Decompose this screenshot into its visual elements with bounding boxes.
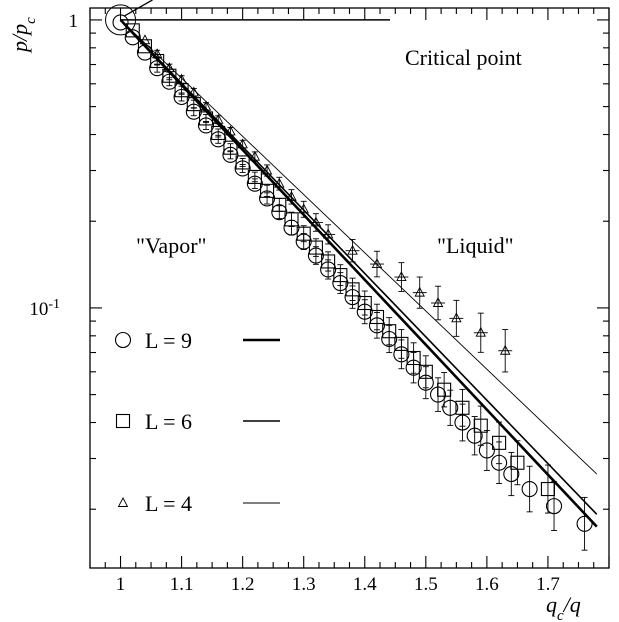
data-point (308, 240, 323, 255)
data-point (455, 400, 470, 415)
legend: L = 9 L = 6 L = 4 (114, 328, 280, 516)
data-point (247, 169, 262, 184)
data-point (137, 39, 153, 54)
data-point (406, 350, 421, 366)
data-point (186, 97, 201, 112)
data-point (237, 138, 248, 149)
data-point (545, 498, 563, 515)
fit-line (119, 19, 598, 515)
x-tick-label: 1 (116, 574, 126, 595)
legend-label: L = 6 (145, 409, 192, 434)
data-point (492, 435, 507, 450)
critical-point-tick (124, 0, 153, 17)
data-point (396, 271, 407, 281)
data-point (212, 113, 224, 124)
data-point (478, 442, 495, 459)
vapor-label: "Vapor" (136, 233, 207, 258)
x-tick-label: 1.2 (231, 574, 255, 595)
data-point (188, 86, 200, 97)
critical-point-label: Critical point (405, 45, 522, 70)
data-point (112, 14, 129, 31)
x-tick-label: 1.5 (414, 574, 438, 595)
data-point (576, 515, 593, 532)
x-tick-label: 1.7 (536, 574, 560, 595)
x-tick-label: 1.4 (353, 574, 377, 595)
data-point (521, 480, 538, 498)
data-point (235, 155, 250, 170)
data-point (198, 111, 214, 126)
data-point (382, 324, 397, 339)
data-point (310, 216, 322, 227)
data-point (274, 177, 285, 188)
data-point (499, 344, 511, 355)
x-axis-label: qc/q (546, 592, 581, 622)
data-point (418, 364, 433, 379)
data-point (284, 212, 299, 227)
legend-label: L = 9 (145, 328, 192, 353)
data-point (369, 309, 385, 325)
data-point (432, 297, 444, 307)
data-point (200, 100, 212, 111)
liquid-label: "Liquid" (437, 233, 514, 258)
data-point (261, 164, 273, 175)
data-point (136, 44, 154, 61)
legend-marker (114, 331, 132, 349)
data-point (286, 190, 297, 201)
y-tick-label: 1 (69, 11, 79, 32)
data-point (475, 326, 487, 337)
fit-line (120, 19, 598, 475)
plot-frame (89, 7, 610, 569)
data-point (437, 382, 452, 397)
legend-label: L = 4 (145, 491, 192, 516)
data-point (225, 125, 236, 136)
x-tick-label: 1.3 (292, 574, 316, 595)
data-point (414, 286, 425, 297)
data-point (249, 150, 261, 161)
data-point (394, 336, 409, 351)
data-point (345, 282, 360, 297)
legend-marker (117, 497, 129, 507)
data-point (125, 23, 140, 38)
data-point (321, 254, 336, 269)
data-point (540, 481, 555, 497)
data-points (112, 14, 593, 551)
data-point (510, 455, 525, 470)
axis-ticks (89, 8, 610, 568)
x-tick-label: 1.6 (475, 574, 499, 595)
x-tick-label: 1.1 (170, 574, 194, 595)
data-point (211, 125, 226, 141)
legend-marker (115, 413, 131, 429)
data-point (151, 48, 163, 59)
annotations: Critical point "Vapor" "Liquid" (105, 0, 522, 258)
data-point (347, 244, 358, 255)
data-point (451, 312, 462, 323)
y-tick-label: 10-1 (29, 296, 60, 320)
data-point (176, 73, 187, 84)
data-point (164, 62, 175, 73)
data-point (260, 183, 275, 198)
data-point (223, 140, 238, 155)
data-point (296, 226, 311, 241)
data-point (124, 29, 141, 46)
data-point (357, 295, 372, 311)
data-point (272, 197, 287, 212)
data-point (139, 34, 151, 45)
data-point (371, 258, 383, 269)
tick-labels: 1 1.1 1.2 1.3 1.4 1.5 1.6 1.7 1 10-1 (29, 11, 559, 595)
y-axis-label: p/pc (7, 17, 39, 54)
data-point (333, 268, 348, 283)
data-point (298, 203, 309, 214)
data-point (322, 228, 334, 239)
data-point (473, 418, 488, 433)
data-point (442, 399, 459, 416)
